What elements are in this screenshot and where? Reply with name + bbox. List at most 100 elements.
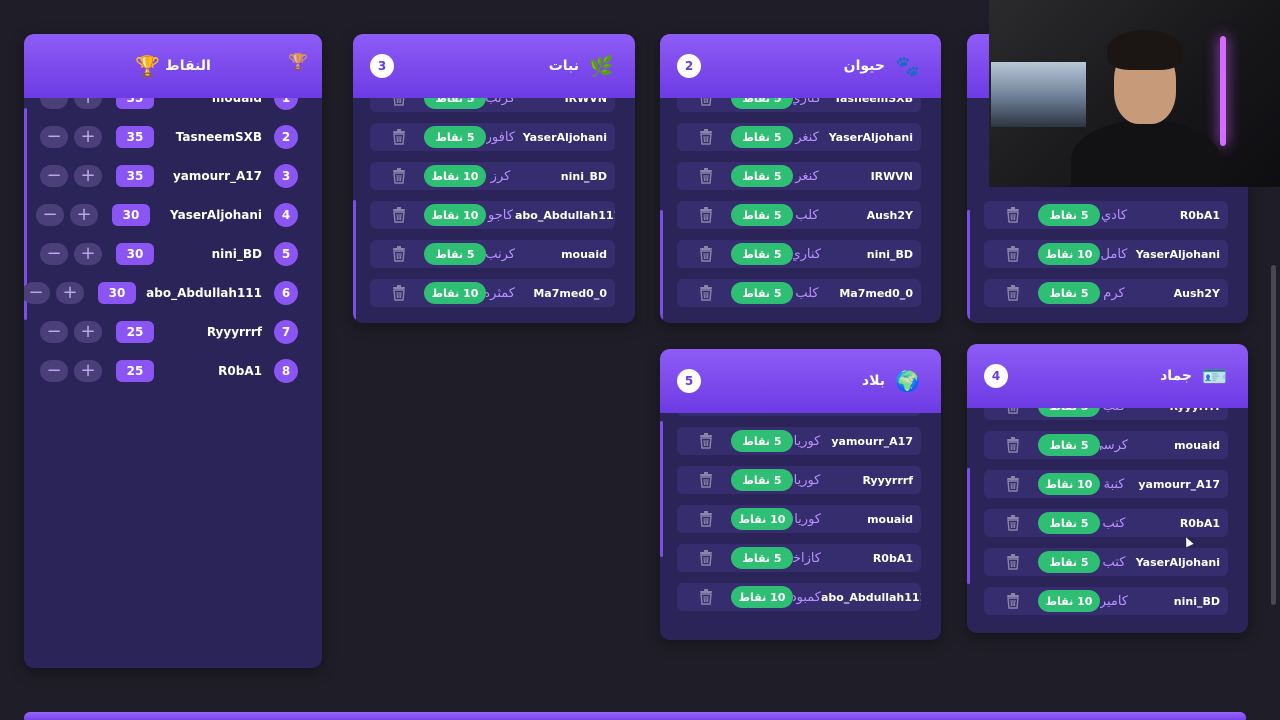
answer-row: 10 نقاطكاميرا nini_BD xyxy=(984,587,1228,615)
answer-row: 5 نقاط كافور YaserAljohani xyxy=(370,123,615,151)
plus-button[interactable]: + xyxy=(74,360,102,382)
trash-icon[interactable] xyxy=(998,554,1028,570)
player-rank: 4 xyxy=(274,203,298,227)
minus-button[interactable]: − xyxy=(24,282,50,304)
answer-word: كاميرا xyxy=(1100,593,1128,609)
category-scrollbar[interactable] xyxy=(967,468,970,584)
answer-row: 10 نقاط كاجو abo_Abdullah111 xyxy=(370,201,615,229)
trash-icon[interactable] xyxy=(998,408,1028,414)
points-badge[interactable]: 5 نقاط xyxy=(731,430,793,452)
trash-icon[interactable] xyxy=(998,593,1028,609)
points-badge[interactable]: 10 نقاط xyxy=(1038,243,1100,265)
minus-button[interactable]: − xyxy=(40,98,68,109)
points-badge[interactable]: 5 نقاط xyxy=(424,126,486,148)
plus-button[interactable]: + xyxy=(74,126,102,148)
points-badge[interactable]: 5 نقاط xyxy=(1038,408,1100,417)
category-scrollbar[interactable] xyxy=(660,210,663,320)
points-badge[interactable]: 5 نقاط xyxy=(1038,434,1100,456)
minus-button[interactable]: − xyxy=(40,360,68,382)
points-badge[interactable]: 10 نقاط xyxy=(731,586,793,608)
points-badge[interactable]: 5 نقاط xyxy=(731,243,793,265)
category-scrollbar[interactable] xyxy=(353,200,356,320)
plus-button[interactable]: + xyxy=(56,282,84,304)
trash-icon[interactable] xyxy=(691,168,721,184)
trash-icon[interactable] xyxy=(998,207,1028,223)
points-badge[interactable]: 5 نقاط xyxy=(731,126,793,148)
minus-button[interactable]: − xyxy=(40,321,68,343)
category-panel-country: 5 بلاد 🌍 10 نقاطكونغوTasneemSXB5 نقاطكور… xyxy=(660,349,941,640)
points-badge[interactable]: 5 نقاط xyxy=(1038,551,1100,573)
points-badge[interactable]: 5 نقاط xyxy=(731,469,793,491)
trash-icon[interactable] xyxy=(691,129,721,145)
trash-icon[interactable] xyxy=(998,246,1028,262)
points-badge[interactable]: 5 نقاط xyxy=(731,165,793,187)
player-rank: 3 xyxy=(274,164,298,188)
answer-row: 5 نقاط كلب Ma7med0_0 xyxy=(677,279,921,307)
points-badge[interactable]: 10 نقاط xyxy=(1038,473,1100,495)
plus-button[interactable]: + xyxy=(74,243,102,265)
trash-icon[interactable] xyxy=(691,511,721,527)
answer-row: 5 نقاط كناري TasneemSXB xyxy=(677,98,921,112)
points-badge[interactable]: 10 نقاط xyxy=(424,204,486,226)
plus-button[interactable]: + xyxy=(70,204,98,226)
page-scrollbar[interactable] xyxy=(1271,265,1276,605)
trash-icon[interactable] xyxy=(691,98,721,106)
leaderboard-panel: 🏆 النقاط 🏆 −+35mouaid1−+35TasneemSXB2−+3… xyxy=(24,34,322,668)
points-badge[interactable]: 5 نقاط xyxy=(731,204,793,226)
minus-button[interactable]: − xyxy=(36,204,64,226)
player-name: mouaid xyxy=(211,98,262,105)
points-badge[interactable]: 5 نقاط xyxy=(731,282,793,304)
minus-button[interactable]: − xyxy=(40,165,68,187)
trash-icon[interactable] xyxy=(384,129,414,145)
points-badge[interactable]: 10 نقاط xyxy=(1038,590,1100,612)
answer-row: 5 نقاط كتب YaserAljohani xyxy=(984,548,1228,576)
points-badge[interactable]: 5 نقاط xyxy=(1038,512,1100,534)
trash-icon[interactable] xyxy=(384,207,414,223)
plus-button[interactable]: + xyxy=(74,321,102,343)
points-badge[interactable]: 5 نقاط xyxy=(424,98,486,109)
points-badge[interactable]: 10 نقاط xyxy=(424,282,486,304)
leaderboard-row: −+35 mouaid 1 xyxy=(40,98,298,112)
trash-icon[interactable] xyxy=(384,168,414,184)
trash-icon[interactable] xyxy=(691,246,721,262)
trash-icon[interactable] xyxy=(384,285,414,301)
category-title: بلاد xyxy=(861,373,885,389)
answers-list: 5 نقاط كادي R0bA1 10 نقاط كامل YaserAljohani 5… xyxy=(967,98,1248,323)
leaderboard-row: − +30 abo_Abdullah111 6 xyxy=(24,279,298,307)
trash-icon[interactable] xyxy=(998,285,1028,301)
answer-word: كتب xyxy=(1102,554,1126,570)
leaderboard-scrollbar[interactable] xyxy=(24,108,27,320)
trash-icon[interactable] xyxy=(691,433,721,449)
points-badge[interactable]: 10 نقاط xyxy=(731,508,793,530)
answer-username: mouaid xyxy=(561,247,607,261)
points-badge[interactable]: 5 نقاط xyxy=(424,243,486,265)
points-badge[interactable]: 5 نقاط xyxy=(731,547,793,569)
points-badge[interactable]: 10 نقاط xyxy=(424,165,486,187)
plus-button[interactable]: + xyxy=(74,165,102,187)
leaderboard-row: − +30 nini_BD 5 xyxy=(40,240,298,268)
points-badge[interactable]: 5 نقاط xyxy=(731,98,793,109)
trash-icon[interactable] xyxy=(998,437,1028,453)
player-rank: 7 xyxy=(274,320,298,344)
trash-icon[interactable] xyxy=(998,476,1028,492)
minus-button[interactable]: − xyxy=(40,126,68,148)
trash-icon[interactable] xyxy=(384,246,414,262)
points-badge[interactable]: 5 نقاط xyxy=(1038,204,1100,226)
category-scrollbar[interactable] xyxy=(660,421,663,557)
category-scrollbar[interactable] xyxy=(967,210,970,320)
trash-icon[interactable] xyxy=(691,207,721,223)
trash-icon[interactable] xyxy=(691,550,721,566)
trash-icon[interactable] xyxy=(691,285,721,301)
trash-icon[interactable] xyxy=(691,472,721,488)
trash-icon[interactable] xyxy=(384,98,414,106)
category-header: 2 حيوان 🐾 xyxy=(660,34,941,98)
minus-button[interactable]: − xyxy=(40,243,68,265)
answer-row: 5 نقاط كرم Aush2Y xyxy=(984,279,1228,307)
player-rank: 8 xyxy=(274,359,298,383)
trash-icon[interactable] xyxy=(691,589,721,605)
points-badge[interactable]: 5 نقاط xyxy=(1038,282,1100,304)
answer-word: كازاخستان xyxy=(793,550,821,566)
answer-username: YaserAljohani xyxy=(828,130,913,144)
plus-button[interactable]: + xyxy=(74,98,102,109)
trash-icon[interactable] xyxy=(998,515,1028,531)
